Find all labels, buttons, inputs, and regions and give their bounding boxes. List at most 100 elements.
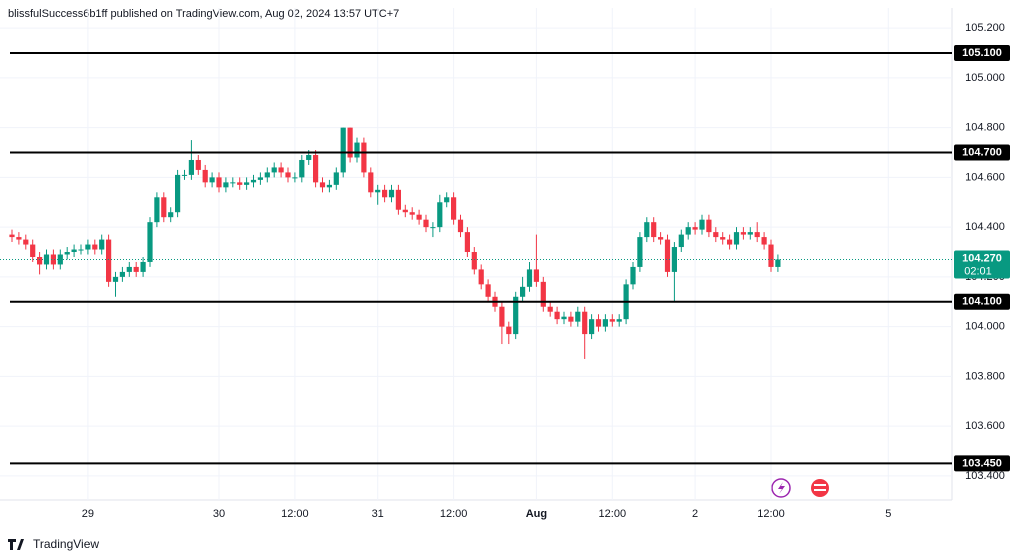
candle-body: [188, 159, 194, 175]
candle-body: [168, 212, 174, 218]
x-tick-label: 29: [82, 508, 94, 520]
candle-body: [575, 311, 581, 322]
candle-body: [747, 232, 753, 235]
candle-body: [106, 239, 112, 282]
candle-body: [375, 189, 381, 193]
y-tick-label: 104.000: [965, 321, 1005, 333]
candle-body: [533, 269, 539, 282]
candle-body: [133, 266, 139, 272]
event-icon-stripe: [814, 489, 826, 491]
candle-body: [499, 306, 505, 327]
candle-body: [457, 219, 464, 233]
candle-body: [250, 179, 257, 183]
x-tick-label: 30: [213, 508, 225, 520]
candle-body: [644, 222, 650, 238]
candle-body: [223, 182, 229, 188]
candle-body: [630, 266, 636, 285]
candle-body: [754, 232, 760, 238]
candle-body: [409, 212, 415, 215]
candle-body: [602, 319, 608, 327]
candle-body: [595, 319, 602, 327]
candle-body: [478, 269, 484, 285]
candle-body: [92, 244, 98, 250]
candle-body: [195, 159, 201, 170]
candle-body: [526, 269, 533, 287]
candle-body: [685, 227, 691, 235]
candle-body: [181, 174, 188, 176]
candle-body: [16, 237, 22, 240]
candle-body: [37, 256, 43, 265]
candle-body: [727, 239, 733, 245]
y-tick-label: 105.000: [965, 72, 1005, 84]
candle-body: [740, 232, 746, 235]
candle-body: [154, 197, 160, 223]
candle-body: [664, 239, 671, 272]
level-label-box: [954, 455, 1010, 472]
candle-body: [540, 281, 546, 307]
candle-body: [175, 174, 181, 213]
candle-body: [299, 159, 305, 178]
candle-body: [368, 172, 374, 193]
candle-body: [99, 239, 105, 250]
candle-body: [678, 234, 684, 248]
candle-body: [671, 247, 677, 272]
candle-body: [471, 252, 477, 270]
candle-body: [444, 197, 450, 203]
candle-body: [464, 232, 470, 253]
candle-body: [64, 252, 70, 255]
candle-body: [326, 184, 332, 188]
x-tick-label: Aug: [526, 508, 547, 520]
x-tick-label: 12:00: [757, 508, 785, 520]
candle-body: [395, 189, 401, 210]
candle-body: [209, 177, 215, 183]
candle-body: [361, 142, 367, 173]
candle-body: [237, 182, 243, 185]
candle-body: [485, 284, 491, 297]
y-tick-label: 103.400: [965, 470, 1005, 482]
candle-body: [430, 227, 436, 229]
candle-body: [313, 155, 319, 183]
y-tick-label: 105.200: [965, 22, 1005, 34]
candle-body: [9, 234, 15, 238]
candle-body: [23, 239, 29, 245]
candle-body: [713, 232, 719, 238]
x-tick-label: 12:00: [599, 508, 627, 520]
candle-body: [637, 237, 643, 267]
candle-body: [30, 244, 36, 257]
candle-body: [340, 127, 346, 173]
candle-body: [768, 244, 774, 267]
last-price-box: [954, 250, 1010, 279]
candle-body: [161, 197, 167, 218]
candle-body: [230, 182, 236, 184]
candle-body: [285, 172, 291, 178]
level-label-box: [954, 144, 1010, 161]
candle-body: [50, 254, 56, 265]
candle-body: [140, 261, 146, 272]
candle-body: [547, 306, 553, 312]
candle-body: [347, 127, 353, 158]
last-price-label: 104.270: [962, 252, 1002, 264]
candle-body: [257, 177, 263, 180]
candle-body: [402, 209, 408, 213]
candle-body: [271, 167, 277, 173]
candle-body: [506, 326, 512, 335]
candle-body: [568, 316, 574, 322]
candle-body: [589, 319, 595, 335]
y-tick-label: 104.800: [965, 122, 1005, 134]
candle-body: [43, 254, 50, 265]
candle-body: [319, 182, 326, 188]
candle-body: [278, 167, 284, 173]
candle-body: [244, 182, 250, 185]
candle-body: [416, 214, 422, 220]
header-text: blissfulSuccess6b1ff published on Tradin…: [8, 8, 399, 20]
candle-body: [609, 319, 615, 322]
event-icon-bolt: [778, 482, 785, 494]
candle-body: [382, 189, 388, 198]
candle-body: [706, 219, 712, 233]
x-tick-label: 31: [372, 508, 384, 520]
candle-body: [658, 237, 664, 240]
candle-body: [216, 177, 222, 188]
